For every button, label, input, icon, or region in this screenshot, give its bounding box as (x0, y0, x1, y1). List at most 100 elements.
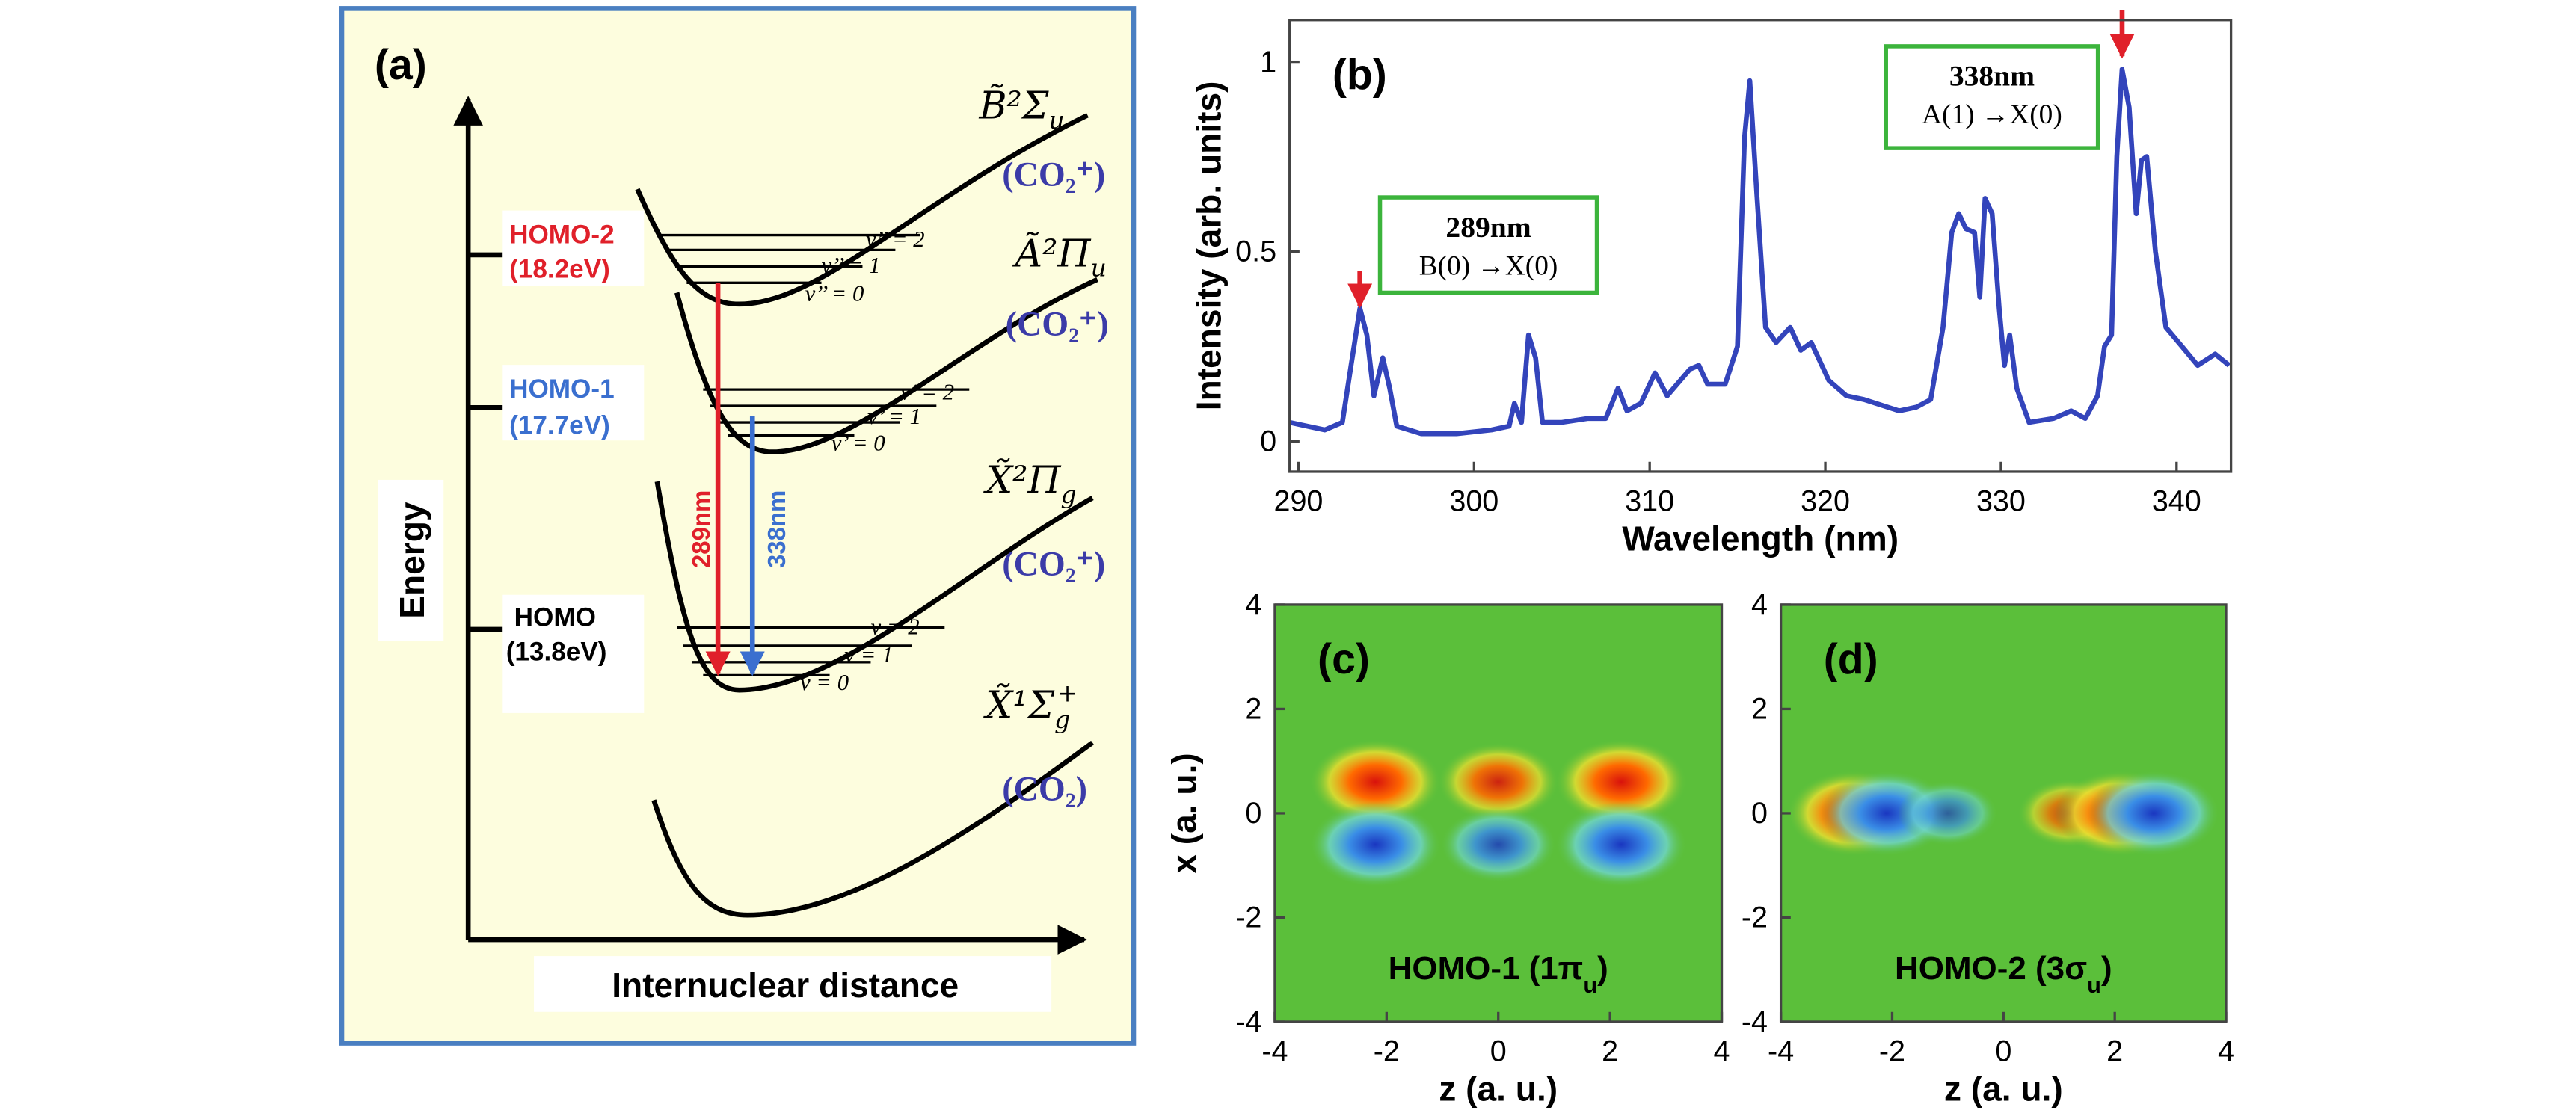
vib-label: v’’ = 2 (866, 226, 925, 252)
orbital-lobe (1440, 807, 1557, 883)
annotation-box (1377, 195, 1599, 295)
y-tick-label: 0.5 (1235, 235, 1276, 268)
state-symbol: B̃²Σ (978, 83, 1048, 127)
potential-curves (635, 113, 1098, 918)
y-tick-label: 0 (1260, 425, 1276, 458)
level-energy: (13.8eV) (506, 638, 607, 667)
vib-label: v = 1 (844, 642, 893, 668)
y-tick-label: -2 (1742, 901, 1768, 934)
chart: HOMO-1 (1πu) -4 -2 0 2 4 -4 -2 0 2 4 z (a. u.) x (a.… (1164, 588, 1730, 1108)
y-tick-label: 2 (1245, 693, 1261, 726)
orbital-lobe (1555, 739, 1687, 825)
x-tick-label: -4 (1261, 1035, 1288, 1068)
label-bg (502, 594, 645, 713)
orbital-label-part: HOMO-1 (1π (1389, 950, 1584, 987)
x-axis-label: Wavelength (nm) (1622, 519, 1899, 558)
spectrum-line (1289, 67, 2231, 437)
orbital-lobe (1437, 742, 1559, 821)
orbital-lobe (1898, 780, 1998, 846)
x-tick-label: 290 (1273, 485, 1323, 518)
x-tick-label: 2 (2106, 1035, 2123, 1068)
transition-label: 289nm (687, 490, 715, 568)
orbital-label-part: u (1583, 971, 1597, 997)
panel-a: (a) Energy Internuclear distance HOMO-2 … (339, 6, 1137, 1046)
orbital-label: HOMO-1 (1πu) (1389, 950, 1608, 998)
panel-label: (b) (1332, 51, 1387, 99)
annotation-transition: B(0) →X(0) (1419, 250, 1558, 281)
y-axis-label: x (a. u.) (1164, 753, 1203, 873)
state-symbol: X̃¹Σ (983, 682, 1054, 727)
y-tick-label: 4 (1245, 588, 1261, 621)
axis-label: Internuclear distance (612, 966, 959, 1005)
curve (651, 740, 1095, 918)
species: (CO₂) (1002, 769, 1087, 807)
x-tick-label: 4 (2218, 1035, 2234, 1068)
chart: HOMO-2 (3σu) -4 -2 0 2 4 -4 -2 0 2 4 z (a. u.) (d) (1742, 588, 2234, 1108)
curve (635, 113, 1089, 307)
curve (654, 481, 1094, 693)
state-label: X̃¹Σg+ (983, 679, 1078, 734)
vibrational-levels (660, 233, 970, 677)
state-symbol: Ã²Π (1012, 231, 1092, 275)
transition-label: 338nm (763, 490, 790, 568)
orbital-label-part: ) (2101, 950, 2112, 987)
species: (CO₂⁺) (1002, 155, 1105, 194)
state-sub: u (1049, 105, 1065, 135)
annotation-label: 289nm (1445, 211, 1531, 244)
y-tick-label: -4 (1742, 1005, 1768, 1038)
axis-label: Energy (393, 502, 431, 619)
y-tick-label: 4 (1751, 588, 1768, 621)
species: (CO₂⁺) (1002, 544, 1105, 582)
y-tick-label: 0 (1751, 797, 1768, 830)
annotation-label: 338nm (1949, 60, 2035, 93)
state-label: Ã²Πu (1012, 231, 1107, 282)
x-tick-label: 4 (1714, 1035, 1730, 1068)
x-tick-label: 320 (1801, 485, 1850, 518)
y-tick-label: -4 (1235, 1005, 1261, 1038)
state-label: B̃²Σu (978, 83, 1064, 134)
vib-label: v’’ = 1 (822, 253, 881, 278)
x-tick-label: 310 (1625, 485, 1674, 518)
state-sub: u (1091, 253, 1107, 283)
x-tick-label: 300 (1449, 485, 1498, 518)
label-bg (502, 365, 645, 441)
level-name: HOMO-1 (509, 374, 615, 404)
x-axis-label: z (a. u.) (1439, 1069, 1558, 1108)
y-tick-label: 0 (1245, 797, 1261, 830)
annotation-box (1884, 44, 2100, 150)
orbital-label-part: u (2087, 971, 2101, 997)
level-ticks (468, 252, 503, 632)
x-tick-label: -2 (1879, 1035, 1905, 1068)
x-tick-label: 330 (1976, 485, 2026, 518)
label-bg (378, 479, 444, 641)
level-energy: (18.2eV) (509, 255, 610, 284)
orbital-label-part: ) (1597, 950, 1608, 987)
vib-label: v = 2 (870, 614, 919, 639)
state-sup: + (1057, 679, 1078, 708)
panel-frame (339, 6, 1137, 1046)
x-tick-label: 0 (1995, 1035, 2011, 1068)
orbital-lobe (2088, 770, 2220, 857)
x-tick-label: 340 (2152, 485, 2201, 518)
panel-label: (a) (375, 41, 427, 89)
x-tick-label: 2 (1602, 1035, 1618, 1068)
state-sub: g (1054, 705, 1070, 734)
orbital-label-part: HOMO-2 (3σ (1895, 950, 2087, 987)
y-tick-label: -2 (1235, 901, 1261, 934)
state-symbol: X̃²Π (983, 457, 1061, 502)
orbital-lobe (1309, 801, 1442, 887)
x-tick-label: -4 (1768, 1035, 1794, 1068)
level-name: HOMO (514, 602, 596, 632)
x-tick-label: -2 (1374, 1035, 1400, 1068)
orbital-lobe (1309, 739, 1442, 825)
orbital-label: HOMO-2 (3σu) (1895, 950, 2112, 998)
panel-label: (d) (1824, 635, 1878, 683)
state-sub: g (1061, 480, 1077, 509)
label-bg (502, 210, 645, 286)
species: (CO₂⁺) (1006, 305, 1109, 343)
y-tick-label: 2 (1751, 693, 1768, 726)
vib-label: v’ = 2 (900, 379, 954, 404)
y-axis-label: Intensity (arb. units) (1189, 81, 1228, 410)
level-name: HOMO-2 (509, 221, 615, 250)
